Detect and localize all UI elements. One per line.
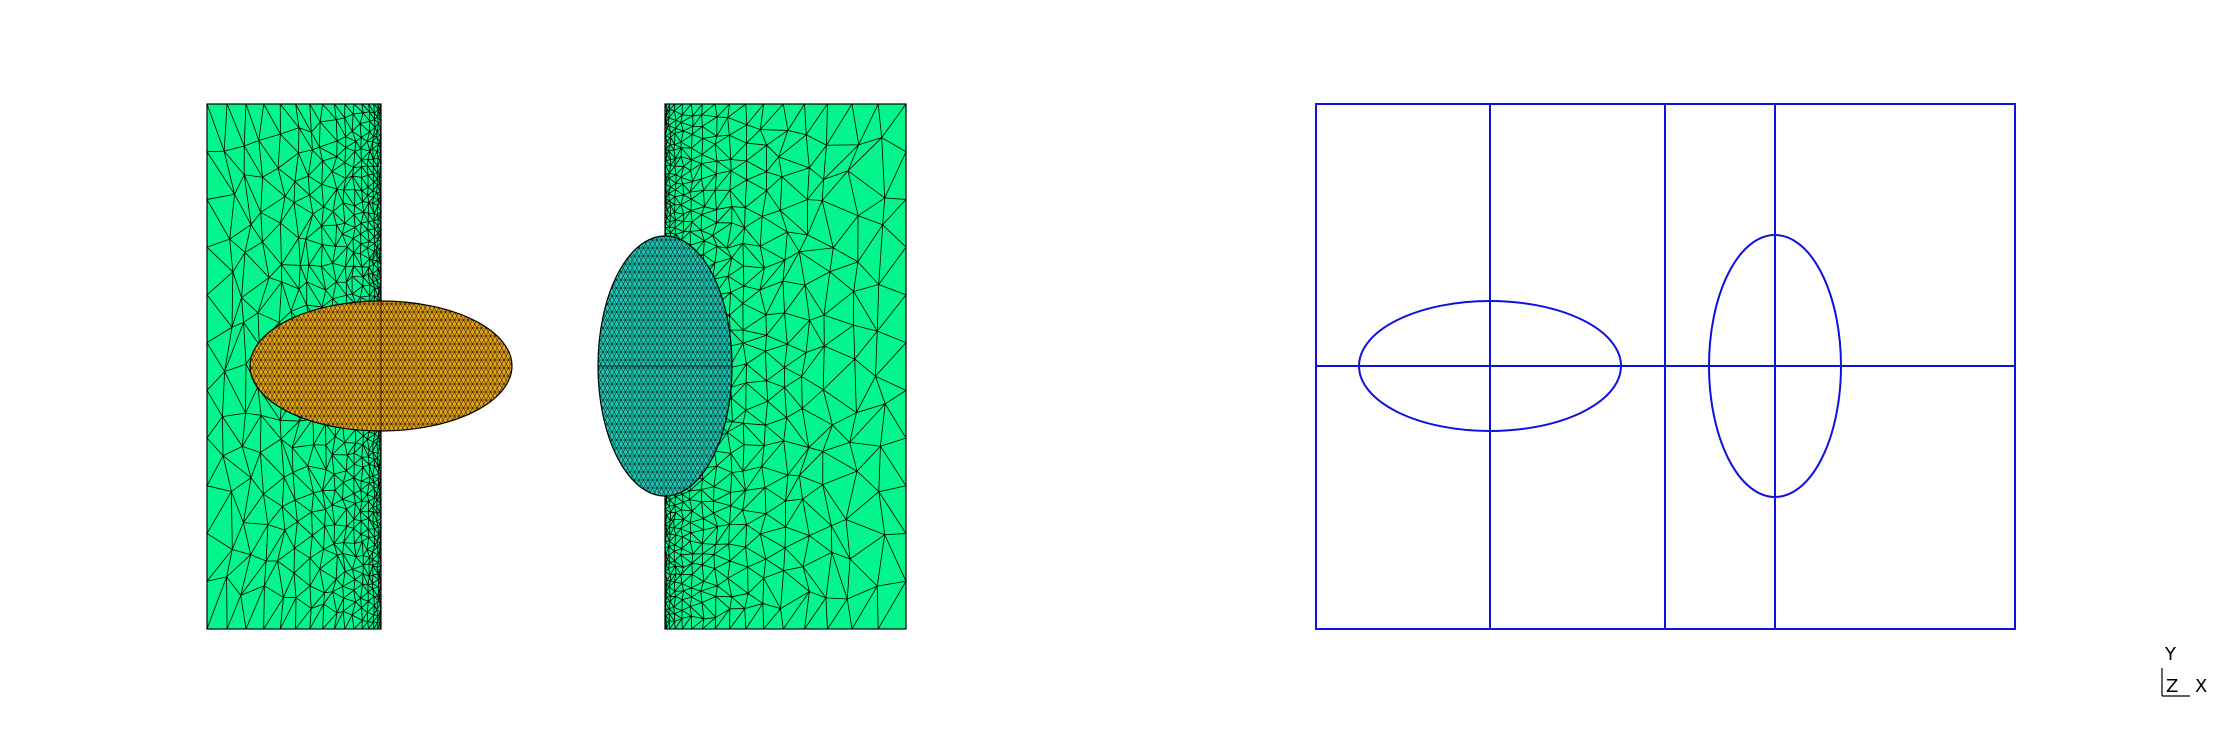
axis-triad: Y Z X — [2161, 644, 2207, 697]
axis-y-label: Y — [2164, 644, 2177, 665]
axis-z-label: Z — [2166, 676, 2178, 697]
mesh-view[interactable] — [206, 103, 907, 630]
orange-ellipse-mesh[interactable] — [249, 300, 513, 432]
geometry-horizontal-ellipse — [1358, 300, 1622, 432]
axis-x-label: X — [2195, 676, 2207, 697]
right-block-mesh[interactable] — [664, 103, 907, 630]
geometry-vertical-ellipse — [1708, 234, 1842, 498]
teal-ellipse-mesh[interactable] — [597, 235, 733, 497]
geometry-view[interactable] — [1315, 103, 2016, 630]
